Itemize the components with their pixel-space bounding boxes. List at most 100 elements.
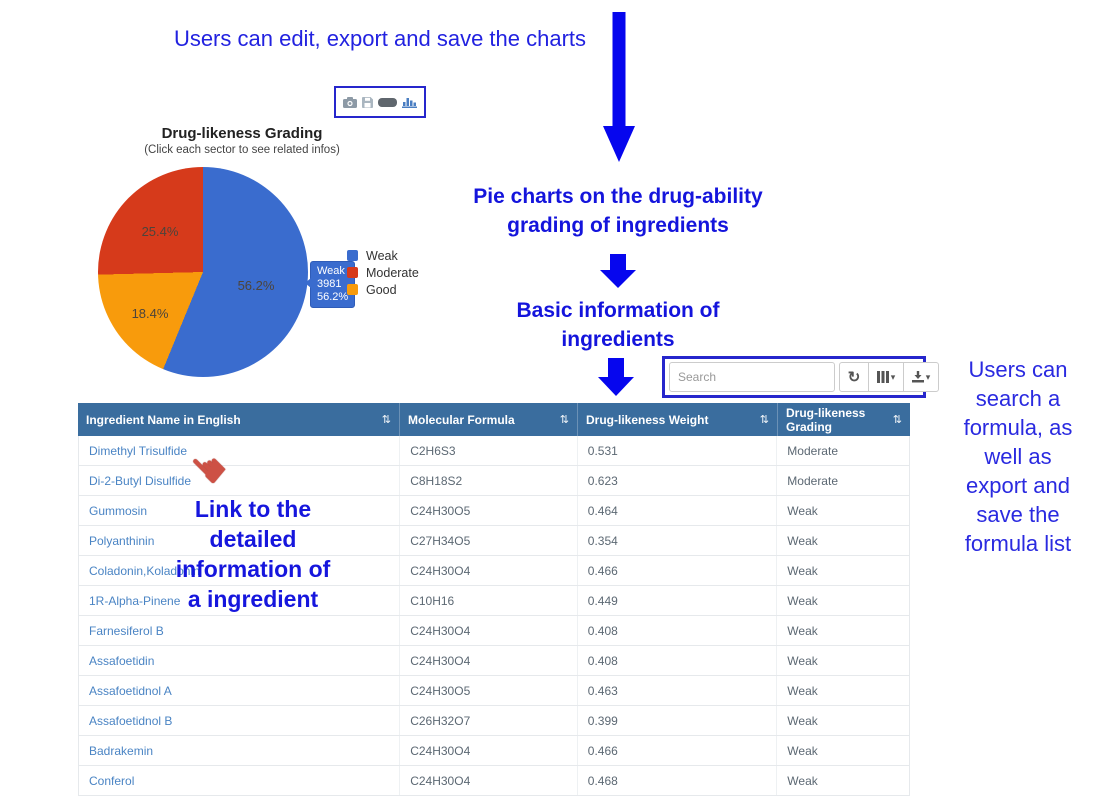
table-row: Badrakemin C24H30O4 0.466 Weak: [79, 736, 909, 766]
slice-label-moderate: 25.4%: [141, 224, 179, 239]
caption-link-line2: detailed: [209, 526, 297, 552]
grading-cell: Weak: [787, 653, 818, 668]
weight-cell: 0.468: [578, 766, 778, 795]
refresh-icon: ↻: [847, 369, 861, 386]
table-header-drug-likeness-grading[interactable]: Drug-likeness Grading ⇅: [786, 405, 902, 434]
ingredient-name-cell: 1R-Alpha-Pinene: [79, 586, 401, 615]
table-row: Polyanthinin C27H34O5 0.354 Weak: [79, 526, 909, 556]
data-view-icon[interactable]: [378, 97, 397, 107]
table-row: Di-2-Butyl Disulfide C8H18S2 0.623 Moder…: [79, 466, 909, 496]
grading-cell: Moderate: [787, 473, 838, 488]
grading-cell: Moderate: [787, 443, 838, 458]
table-row: Gummosin C24H30O5 0.464 Weak: [79, 496, 909, 526]
molecular-formula-cell: C24H30O4: [400, 766, 578, 795]
ingredient-name-cell: Gummosin: [79, 496, 401, 525]
molecular-formula-cell: C10H16: [400, 586, 578, 615]
weight-cell: 0.623: [578, 466, 778, 495]
caret-down-icon: ▾: [890, 371, 896, 382]
bar-chart-icon[interactable]: [402, 96, 417, 108]
ingredient-name-link[interactable]: Assafoetidin: [89, 653, 155, 668]
ingredient-name-link[interactable]: Polyanthinin: [89, 533, 155, 548]
caption-link-line4: a ingredient: [187, 586, 319, 612]
legend-item-weak[interactable]: Weak: [347, 249, 419, 263]
table-header-drug-likeness-weight[interactable]: Drug-likeness Weight ⇅: [578, 403, 778, 436]
legend-swatch-weak: [347, 250, 358, 261]
ingredient-name-link[interactable]: Coladonin,Koladonin: [89, 563, 200, 578]
weight-cell: 0.466: [578, 736, 778, 765]
molecular-formula-cell: C24H30O5: [400, 676, 578, 705]
camera-icon[interactable]: [343, 96, 357, 108]
caption-pie-charts-line2: grading of ingredients: [507, 214, 729, 237]
tooltip-percent: 56.2%: [317, 291, 349, 303]
ingredient-name-link[interactable]: Assafoetidnol B: [89, 713, 173, 728]
molecular-formula-cell: C24H30O4: [400, 616, 578, 645]
pie[interactable]: [98, 167, 308, 377]
pie-chart-subtitle: (Click each sector to see related infos): [144, 144, 340, 156]
refresh-button[interactable]: ↻: [839, 362, 869, 392]
ingredient-name-link[interactable]: Di-2-Butyl Disulfide: [89, 473, 192, 488]
ingredient-name-link[interactable]: 1R-Alpha-Pinene: [89, 593, 181, 608]
save-icon[interactable]: [362, 96, 373, 108]
sort-icon[interactable]: ⇅: [381, 414, 391, 426]
molecular-formula-cell: C2H6S3: [400, 436, 578, 465]
table-header-ingredient-name[interactable]: Ingredient Name in English ⇅: [78, 403, 400, 436]
ingredient-name-cell: Di-2-Butyl Disulfide: [79, 466, 401, 495]
grading-cell: Weak: [787, 593, 818, 608]
molecular-formula-cell: C24H30O4: [400, 646, 578, 675]
export-button[interactable]: ▾: [903, 362, 939, 392]
ingredient-name-link[interactable]: Conferol: [89, 773, 135, 788]
weight-cell: 0.531: [578, 436, 778, 465]
molecular-formula-cell: C26H32O7: [400, 706, 578, 735]
tooltip-pointer: [305, 278, 311, 288]
ingredient-name-link[interactable]: Badrakemin: [89, 743, 154, 758]
down-arrow-mid2: [598, 358, 634, 396]
grading-cell: Weak: [787, 533, 818, 548]
ingredient-name-cell: Polyanthinin: [79, 526, 401, 555]
table-header-row: Ingredient Name in English ⇅ Molecular F…: [78, 403, 910, 436]
ingredient-name-cell: Badrakemin: [79, 736, 401, 765]
table-row: Assafoetidnol B C26H32O7 0.399 Weak: [79, 706, 909, 736]
grading-cell: Weak: [787, 713, 818, 728]
legend-item-moderate[interactable]: Moderate: [347, 266, 419, 280]
ingredient-name-link[interactable]: Assafoetidnol A: [89, 683, 172, 698]
ingredient-name-link[interactable]: Farnesiferol B: [89, 623, 164, 638]
columns-icon: [876, 371, 889, 383]
table-row: Coladonin,Koladonin C24H30O4 0.466 Weak: [79, 556, 909, 586]
table-row: Assafoetidin C24H30O4 0.408 Weak: [79, 646, 909, 676]
sort-icon[interactable]: ⇅: [759, 414, 769, 426]
weight-cell: 0.408: [578, 616, 778, 645]
ingredient-name-link[interactable]: Gummosin: [89, 503, 148, 518]
search-input[interactable]: [669, 362, 835, 392]
ingredient-name-link[interactable]: Dimethyl Trisulfide: [89, 443, 188, 458]
weight-cell: 0.408: [578, 646, 778, 675]
sort-icon[interactable]: ⇅: [559, 414, 569, 426]
down-arrow-mid1: [600, 254, 636, 288]
weight-cell: 0.399: [578, 706, 778, 735]
grading-cell: Weak: [787, 503, 818, 518]
export-icon: [911, 371, 924, 383]
table-header-molecular-formula[interactable]: Molecular Formula ⇅: [400, 403, 578, 436]
legend-item-good[interactable]: Good: [347, 283, 419, 297]
grading-cell: Weak: [787, 773, 818, 788]
molecular-formula-cell: C24H30O4: [400, 556, 578, 585]
weight-cell: 0.449: [578, 586, 778, 615]
caption-link-line3: information of: [175, 556, 331, 582]
caption-edit-export-save: Users can edit, export and save the char…: [173, 26, 587, 51]
grading-cell: Weak: [787, 563, 818, 578]
legend-swatch-moderate: [347, 267, 358, 278]
ingredient-name-cell: Assafoetidnol B: [79, 706, 401, 735]
molecular-formula-cell: C8H18S2: [400, 466, 578, 495]
sort-icon[interactable]: ⇅: [892, 414, 902, 426]
caret-down-icon: ▾: [925, 371, 931, 382]
molecular-formula-cell: C24H30O4: [400, 736, 578, 765]
table-row: Assafoetidnol A C24H30O5 0.463 Weak: [79, 676, 909, 706]
grading-cell: Weak: [787, 623, 818, 638]
columns-button[interactable]: ▾: [868, 362, 904, 392]
caption-pie-charts-line1: Pie charts on the drug-ability: [473, 185, 763, 208]
search-toolbar: ↻ ▾ ▾: [662, 356, 939, 398]
slice-label-weak: 56.2%: [237, 278, 275, 293]
table-row: Dimethyl Trisulfide C2H6S3 0.531 Moderat…: [79, 436, 909, 466]
ingredient-name-cell: Coladonin,Koladonin: [79, 556, 401, 585]
weight-cell: 0.466: [578, 556, 778, 585]
